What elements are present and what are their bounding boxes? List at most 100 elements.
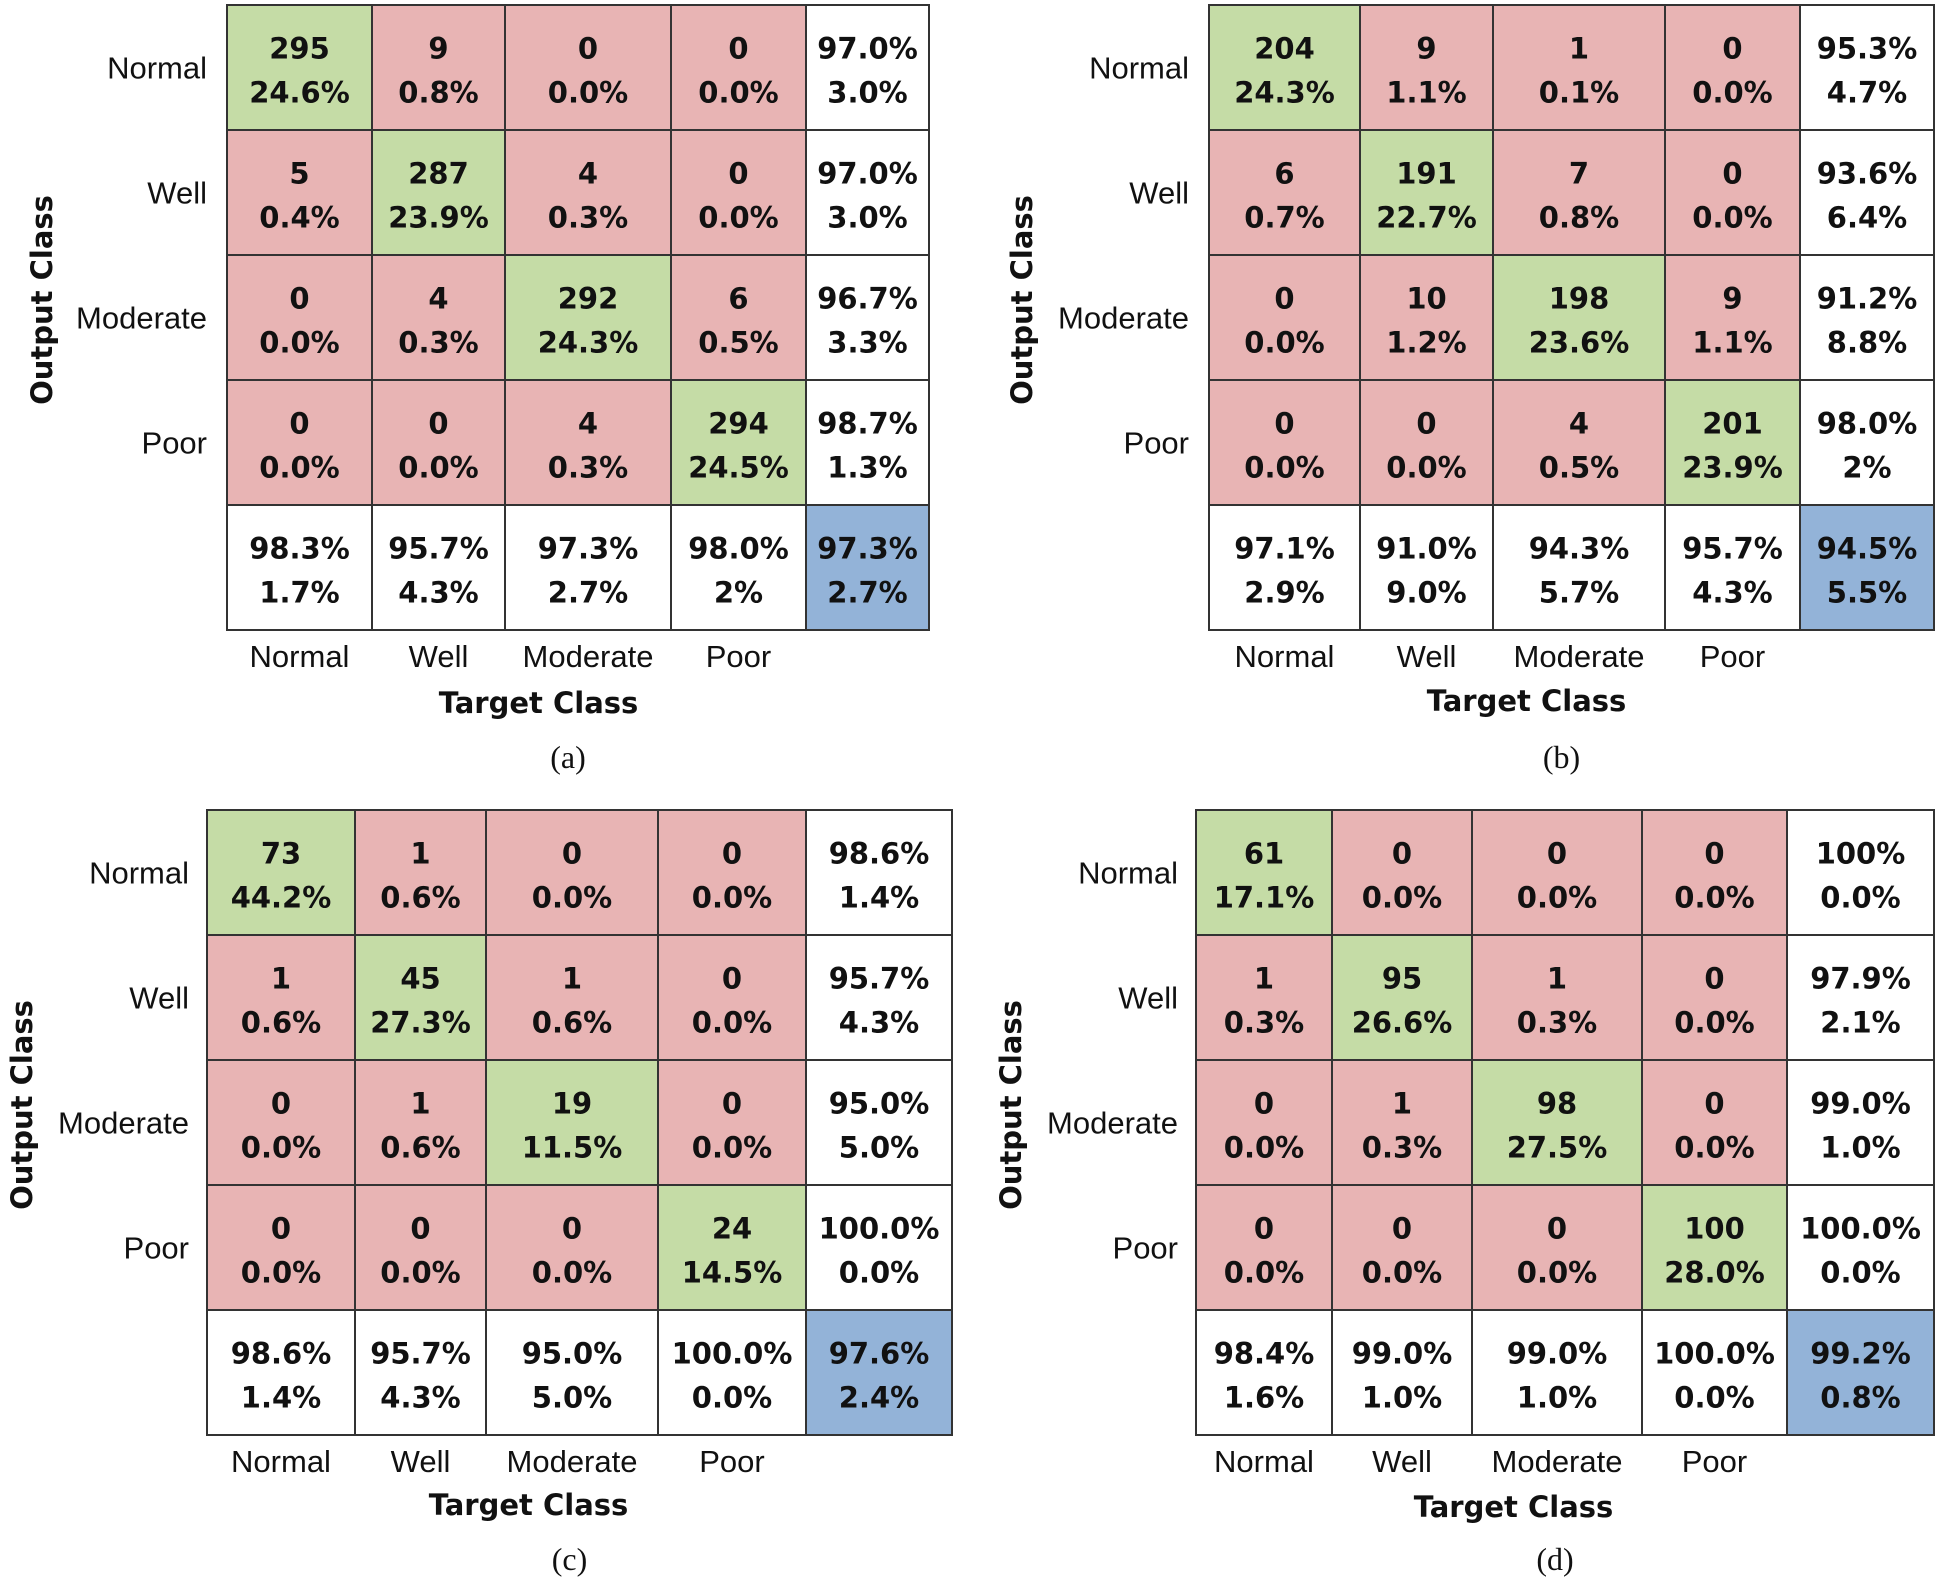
correct-cell bbox=[226, 4, 373, 131]
cell-percent-label: 22.7% bbox=[1376, 201, 1477, 235]
cell-value-label: 198 bbox=[1549, 282, 1610, 316]
row-tick-label: Normal bbox=[107, 51, 207, 86]
overall-accuracy-cell bbox=[805, 504, 930, 631]
misclassified-cell bbox=[1195, 1059, 1333, 1186]
panel-caption: (a) bbox=[550, 739, 586, 775]
correct-cell bbox=[354, 934, 487, 1061]
cell-percent-label: 0.1% bbox=[1539, 76, 1619, 110]
cell-value-label: 9 bbox=[1416, 32, 1436, 66]
cell-percent-label: 1.1% bbox=[1386, 76, 1466, 110]
cell-percent-label: 2.7% bbox=[548, 576, 628, 610]
row-tick-label: Normal bbox=[1078, 856, 1178, 891]
cell-value-label: 97.0% bbox=[817, 157, 918, 191]
cell-value-label: 287 bbox=[408, 157, 469, 191]
cell-value-label: 0 bbox=[578, 32, 598, 66]
cell-percent-label: 0.0% bbox=[1820, 881, 1900, 915]
cell-percent-label: 3.3% bbox=[827, 326, 907, 360]
cell-value-label: 0 bbox=[722, 837, 742, 871]
cell-percent-label: 3.0% bbox=[827, 201, 907, 235]
cell-value-label: 98.0% bbox=[1817, 407, 1918, 441]
column-tick-label: Normal bbox=[1235, 639, 1335, 674]
cell-percent-label: 4.3% bbox=[839, 1006, 919, 1040]
misclassified-cell bbox=[354, 809, 487, 936]
summary-cell bbox=[1786, 1059, 1935, 1186]
misclassified-cell bbox=[1471, 1184, 1643, 1311]
cell-value-label: 1 bbox=[1392, 1087, 1412, 1121]
cell-percent-label: 23.6% bbox=[1529, 326, 1630, 360]
misclassified-cell bbox=[657, 809, 807, 936]
misclassified-cell bbox=[371, 254, 506, 381]
cell-value-label: 0 bbox=[1722, 32, 1742, 66]
row-tick-label: Poor bbox=[1124, 426, 1189, 461]
cell-percent-label: 0.0% bbox=[1692, 201, 1772, 235]
row-tick-label: Moderate bbox=[1047, 1106, 1178, 1141]
overall-accuracy-cell bbox=[805, 1309, 953, 1436]
x-axis-title: Target Class bbox=[439, 686, 639, 720]
cell-value-label: 99.2% bbox=[1810, 1337, 1911, 1371]
cell-percent-label: 0.3% bbox=[398, 326, 478, 360]
misclassified-cell bbox=[1664, 129, 1801, 256]
summary-cell bbox=[805, 1059, 953, 1186]
cell-percent-label: 4.3% bbox=[398, 576, 478, 610]
cell-value-label: 98.4% bbox=[1214, 1337, 1315, 1371]
cell-percent-label: 24.5% bbox=[688, 451, 789, 485]
correct-cell bbox=[206, 809, 356, 936]
cell-value-label: 95.7% bbox=[370, 1337, 471, 1371]
cell-percent-label: 0.0% bbox=[698, 201, 778, 235]
summary-cell bbox=[226, 504, 373, 631]
cell-value-label: 0 bbox=[1416, 407, 1436, 441]
cell-percent-label: 1.4% bbox=[839, 881, 919, 915]
summary-cell bbox=[1799, 254, 1935, 381]
y-axis-title: Output Class bbox=[5, 1000, 39, 1210]
correct-cell bbox=[1208, 4, 1361, 131]
row-tick-label: Normal bbox=[89, 856, 189, 891]
cell-value-label: 97.3% bbox=[817, 532, 918, 566]
row-tick-label: Moderate bbox=[76, 301, 207, 336]
row-tick-label: Well bbox=[147, 176, 207, 211]
cell-percent-label: 0.0% bbox=[1692, 76, 1772, 110]
cell-percent-label: 0.6% bbox=[241, 1006, 321, 1040]
x-axis-title: Target Class bbox=[1414, 1490, 1614, 1524]
correct-cell bbox=[1195, 809, 1333, 936]
cell-percent-label: 0.0% bbox=[1386, 451, 1466, 485]
cell-percent-label: 1.0% bbox=[1517, 1381, 1597, 1415]
cell-value-label: 6 bbox=[728, 282, 748, 316]
cell-percent-label: 3.0% bbox=[827, 76, 907, 110]
overall-accuracy-cell bbox=[1799, 504, 1935, 631]
cell-value-label: 0 bbox=[1704, 1087, 1724, 1121]
cell-percent-label: 1.2% bbox=[1386, 326, 1466, 360]
panel-caption: (d) bbox=[1536, 1541, 1573, 1577]
cell-percent-label: 0.4% bbox=[259, 201, 339, 235]
cell-value-label: 201 bbox=[1702, 407, 1763, 441]
cell-value-label: 97.6% bbox=[829, 1337, 930, 1371]
cell-value-label: 1 bbox=[1254, 962, 1274, 996]
summary-cell bbox=[805, 1184, 953, 1311]
misclassified-cell bbox=[206, 1059, 356, 1186]
summary-cell bbox=[1664, 504, 1801, 631]
cell-percent-label: 0.0% bbox=[1224, 1256, 1304, 1290]
cell-value-label: 10 bbox=[1406, 282, 1446, 316]
cell-percent-label: 0.0% bbox=[692, 881, 772, 915]
cell-value-label: 95.0% bbox=[829, 1087, 930, 1121]
summary-cell bbox=[1799, 4, 1935, 131]
cell-percent-label: 24.3% bbox=[538, 326, 639, 360]
cell-value-label: 91.0% bbox=[1376, 532, 1477, 566]
summary-cell bbox=[805, 934, 953, 1061]
cell-percent-label: 2% bbox=[714, 576, 763, 610]
cell-value-label: 1 bbox=[410, 837, 430, 871]
cell-value-label: 1 bbox=[562, 962, 582, 996]
column-tick-label: Well bbox=[1372, 1444, 1432, 1479]
cell-percent-label: 0.0% bbox=[548, 76, 628, 110]
cell-value-label: 98.6% bbox=[829, 837, 930, 871]
cell-percent-label: 0.0% bbox=[1244, 326, 1324, 360]
cell-percent-label: 0.0% bbox=[380, 1256, 460, 1290]
correct-cell bbox=[670, 379, 807, 506]
misclassified-cell bbox=[1195, 1184, 1333, 1311]
cell-value-label: 9 bbox=[428, 32, 448, 66]
cell-percent-label: 23.9% bbox=[388, 201, 489, 235]
cell-percent-label: 0.0% bbox=[1362, 881, 1442, 915]
cell-percent-label: 1.0% bbox=[1362, 1381, 1442, 1415]
overall-accuracy-cell bbox=[1786, 1309, 1935, 1436]
summary-cell bbox=[504, 504, 672, 631]
cell-value-label: 0 bbox=[289, 282, 309, 316]
